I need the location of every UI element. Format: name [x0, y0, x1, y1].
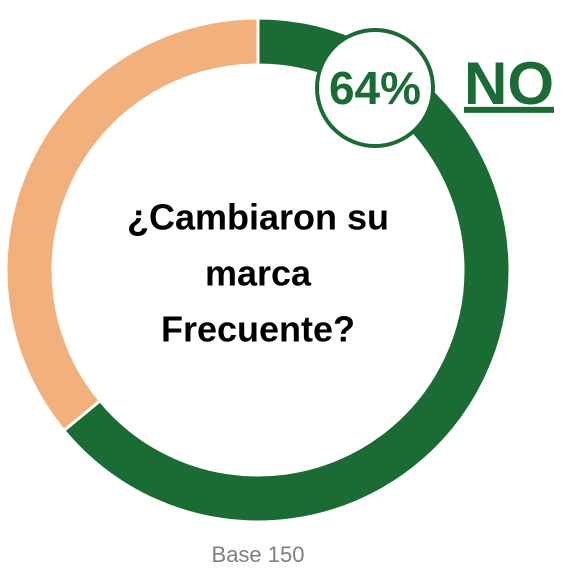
donut-segment — [61, 16, 512, 524]
donut-segment — [4, 16, 260, 433]
data-label: 64% — [329, 62, 421, 114]
chart-title: marca — [205, 253, 312, 294]
category-label: NO — [464, 50, 554, 117]
base-note: Base 150 — [212, 542, 305, 567]
label-badge — [315, 28, 435, 148]
donut — [4, 16, 512, 524]
chart-title: ¿Cambiaron su — [127, 197, 389, 238]
chart-title: Frecuente? — [161, 309, 355, 350]
